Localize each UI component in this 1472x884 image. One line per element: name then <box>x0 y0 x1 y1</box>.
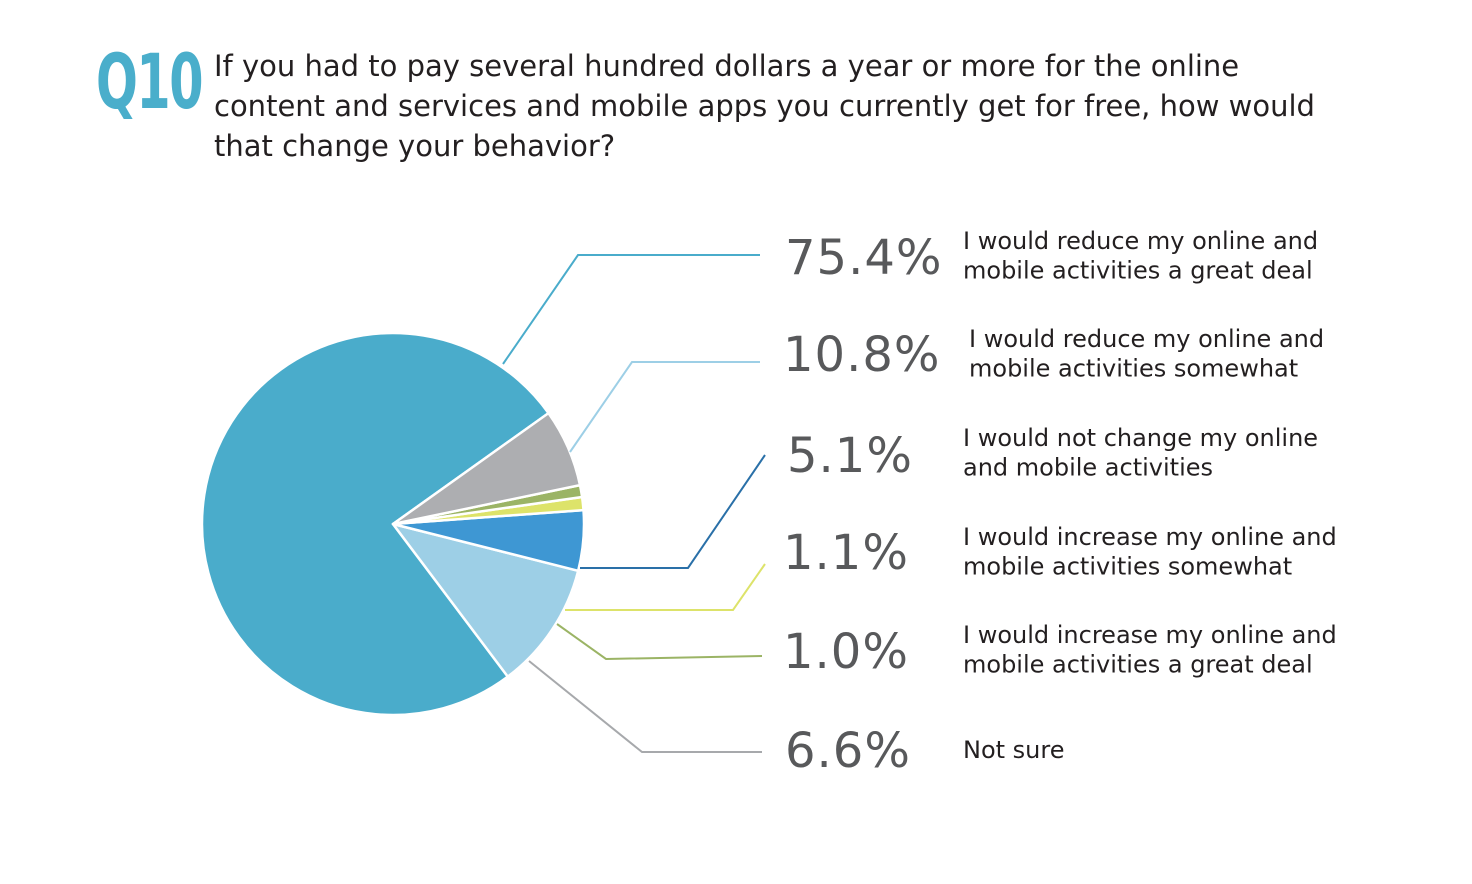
leader-line-4 <box>565 563 766 611</box>
slice-category-label-line: mobile activities a great deal <box>963 257 1313 285</box>
slice-category-label-1: I would reduce my online and mobile activ… <box>963 227 1318 285</box>
slice-value-label-2: 10.8% <box>783 327 940 383</box>
pie-slices <box>200 331 586 717</box>
pie-slice-2 <box>391 522 580 678</box>
pie-slice-6 <box>391 411 582 526</box>
slice-value-label-6: 6.6% <box>785 723 911 779</box>
slice-labels: 75.4% I would reduce my online and mobile … <box>783 227 1337 779</box>
slice-category-label-line: I would increase my online and <box>963 523 1337 551</box>
slice-category-label-4: I would increase my online and mobile act… <box>963 523 1337 581</box>
slice-value-label-5: 1.0% <box>783 624 909 680</box>
leader-line-3 <box>580 454 766 569</box>
leader-line-5 <box>556 623 763 661</box>
slice-category-label-line: mobile activities a great deal <box>963 651 1313 679</box>
leader-line-2 <box>569 361 760 453</box>
slice-category-label-line: I would reduce my online and <box>963 227 1318 255</box>
slice-category-label-5: I would increase my online and mobile act… <box>963 621 1337 679</box>
slice-value-label-3: 5.1% <box>787 428 913 484</box>
question-text: If you had to pay several hundred dollar… <box>214 49 1315 163</box>
leader-line-6 <box>528 660 762 753</box>
slice-category-label-6: Not sure <box>963 736 1065 764</box>
slice-category-label-line: mobile activities somewhat <box>963 553 1292 581</box>
question-number: Q10 <box>96 37 203 126</box>
slice-category-label-line: mobile activities somewhat <box>969 355 1298 383</box>
slice-category-label-line: Not sure <box>963 736 1065 764</box>
slice-value-label-4: 1.1% <box>783 525 909 581</box>
slice-category-label-3: I would not change my online and mobile a… <box>963 424 1318 482</box>
slice-category-label-line: I would increase my online and <box>963 621 1337 649</box>
slice-category-label-line: I would not change my online <box>963 424 1318 452</box>
slice-category-label-line: I would reduce my online and <box>969 325 1324 353</box>
slice-category-label-2: I would reduce my online and mobile activ… <box>969 325 1324 383</box>
slice-value-label-1: 75.4% <box>785 230 942 286</box>
leader-lines <box>502 254 766 753</box>
pie-slice-1 <box>200 331 550 717</box>
leader-line-1 <box>502 254 760 365</box>
slice-category-label-line: and mobile activities <box>963 454 1213 482</box>
